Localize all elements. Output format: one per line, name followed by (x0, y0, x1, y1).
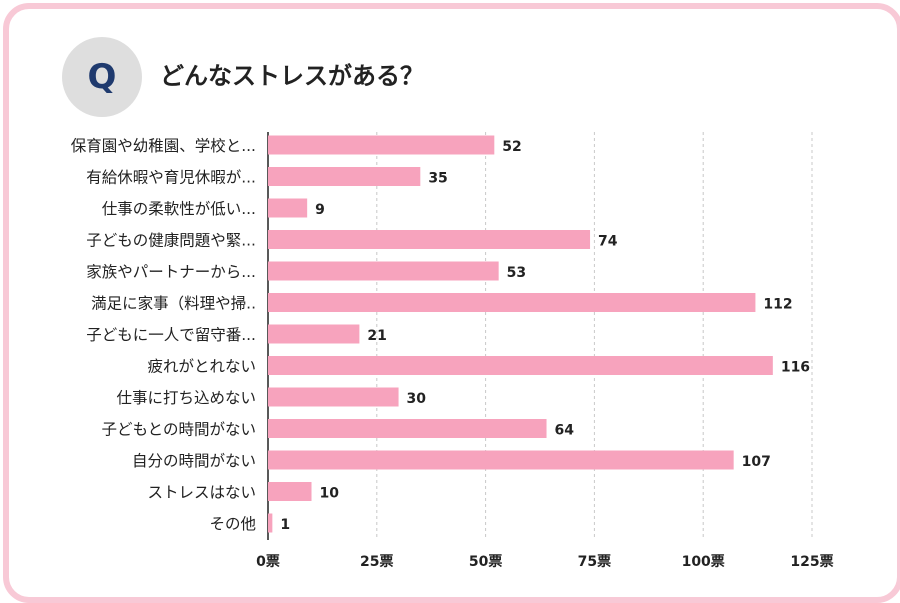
category-label: 有給休暇や育児休暇が... (86, 169, 256, 187)
category-label: 子どもとの時間がない (101, 421, 256, 439)
category-label: 疲れがとれない (147, 358, 256, 376)
category-label: 保育園や幼稚園、学校と... (71, 137, 256, 155)
category-label: 子どもに一人で留守番... (86, 326, 256, 344)
value-label: 21 (367, 328, 386, 344)
bar (268, 261, 499, 281)
value-label: 30 (407, 391, 427, 407)
category-label: その他 (209, 515, 256, 533)
question-title: どんなストレスがある？ (160, 62, 424, 90)
bar (268, 450, 734, 470)
x-tick-label: 25票 (360, 554, 393, 570)
category-label: 仕事の柔軟性が低い... (102, 200, 256, 218)
category-label: 満足に家事（料理や掃.. (91, 295, 256, 313)
x-tick-label: 125票 (790, 554, 833, 570)
value-label: 107 (742, 454, 771, 470)
bar (268, 513, 273, 533)
value-label: 52 (502, 139, 521, 155)
value-label: 1 (280, 517, 290, 533)
category-label: 子どもの健康問題や緊... (86, 232, 256, 250)
value-label: 64 (555, 423, 575, 439)
bar (268, 135, 495, 155)
value-label: 74 (598, 234, 618, 250)
category-label: 仕事に打ち込めない (116, 389, 256, 407)
bar (268, 356, 773, 375)
x-tick-label: 50票 (469, 554, 502, 570)
category-label: ストレスはない (147, 484, 256, 502)
question-badge: Q (62, 37, 142, 117)
value-label: 10 (320, 486, 340, 502)
value-label: 116 (781, 360, 810, 376)
value-label: 9 (315, 202, 325, 218)
x-tick-label: 75票 (578, 554, 611, 570)
bar (268, 387, 399, 407)
bar (268, 482, 312, 501)
bar (268, 198, 308, 218)
bar (268, 167, 421, 186)
category-label: 自分の時間がない (132, 452, 256, 470)
category-label: 家族やパートナーから... (86, 263, 256, 281)
bar (268, 293, 756, 312)
value-label: 35 (428, 171, 447, 187)
bar (268, 419, 547, 438)
value-label: 53 (507, 265, 526, 281)
x-tick-label: 100票 (682, 554, 725, 570)
x-tick-label: 0票 (256, 554, 280, 570)
bar (268, 230, 591, 249)
value-label: 112 (763, 297, 792, 313)
bar (268, 324, 360, 344)
